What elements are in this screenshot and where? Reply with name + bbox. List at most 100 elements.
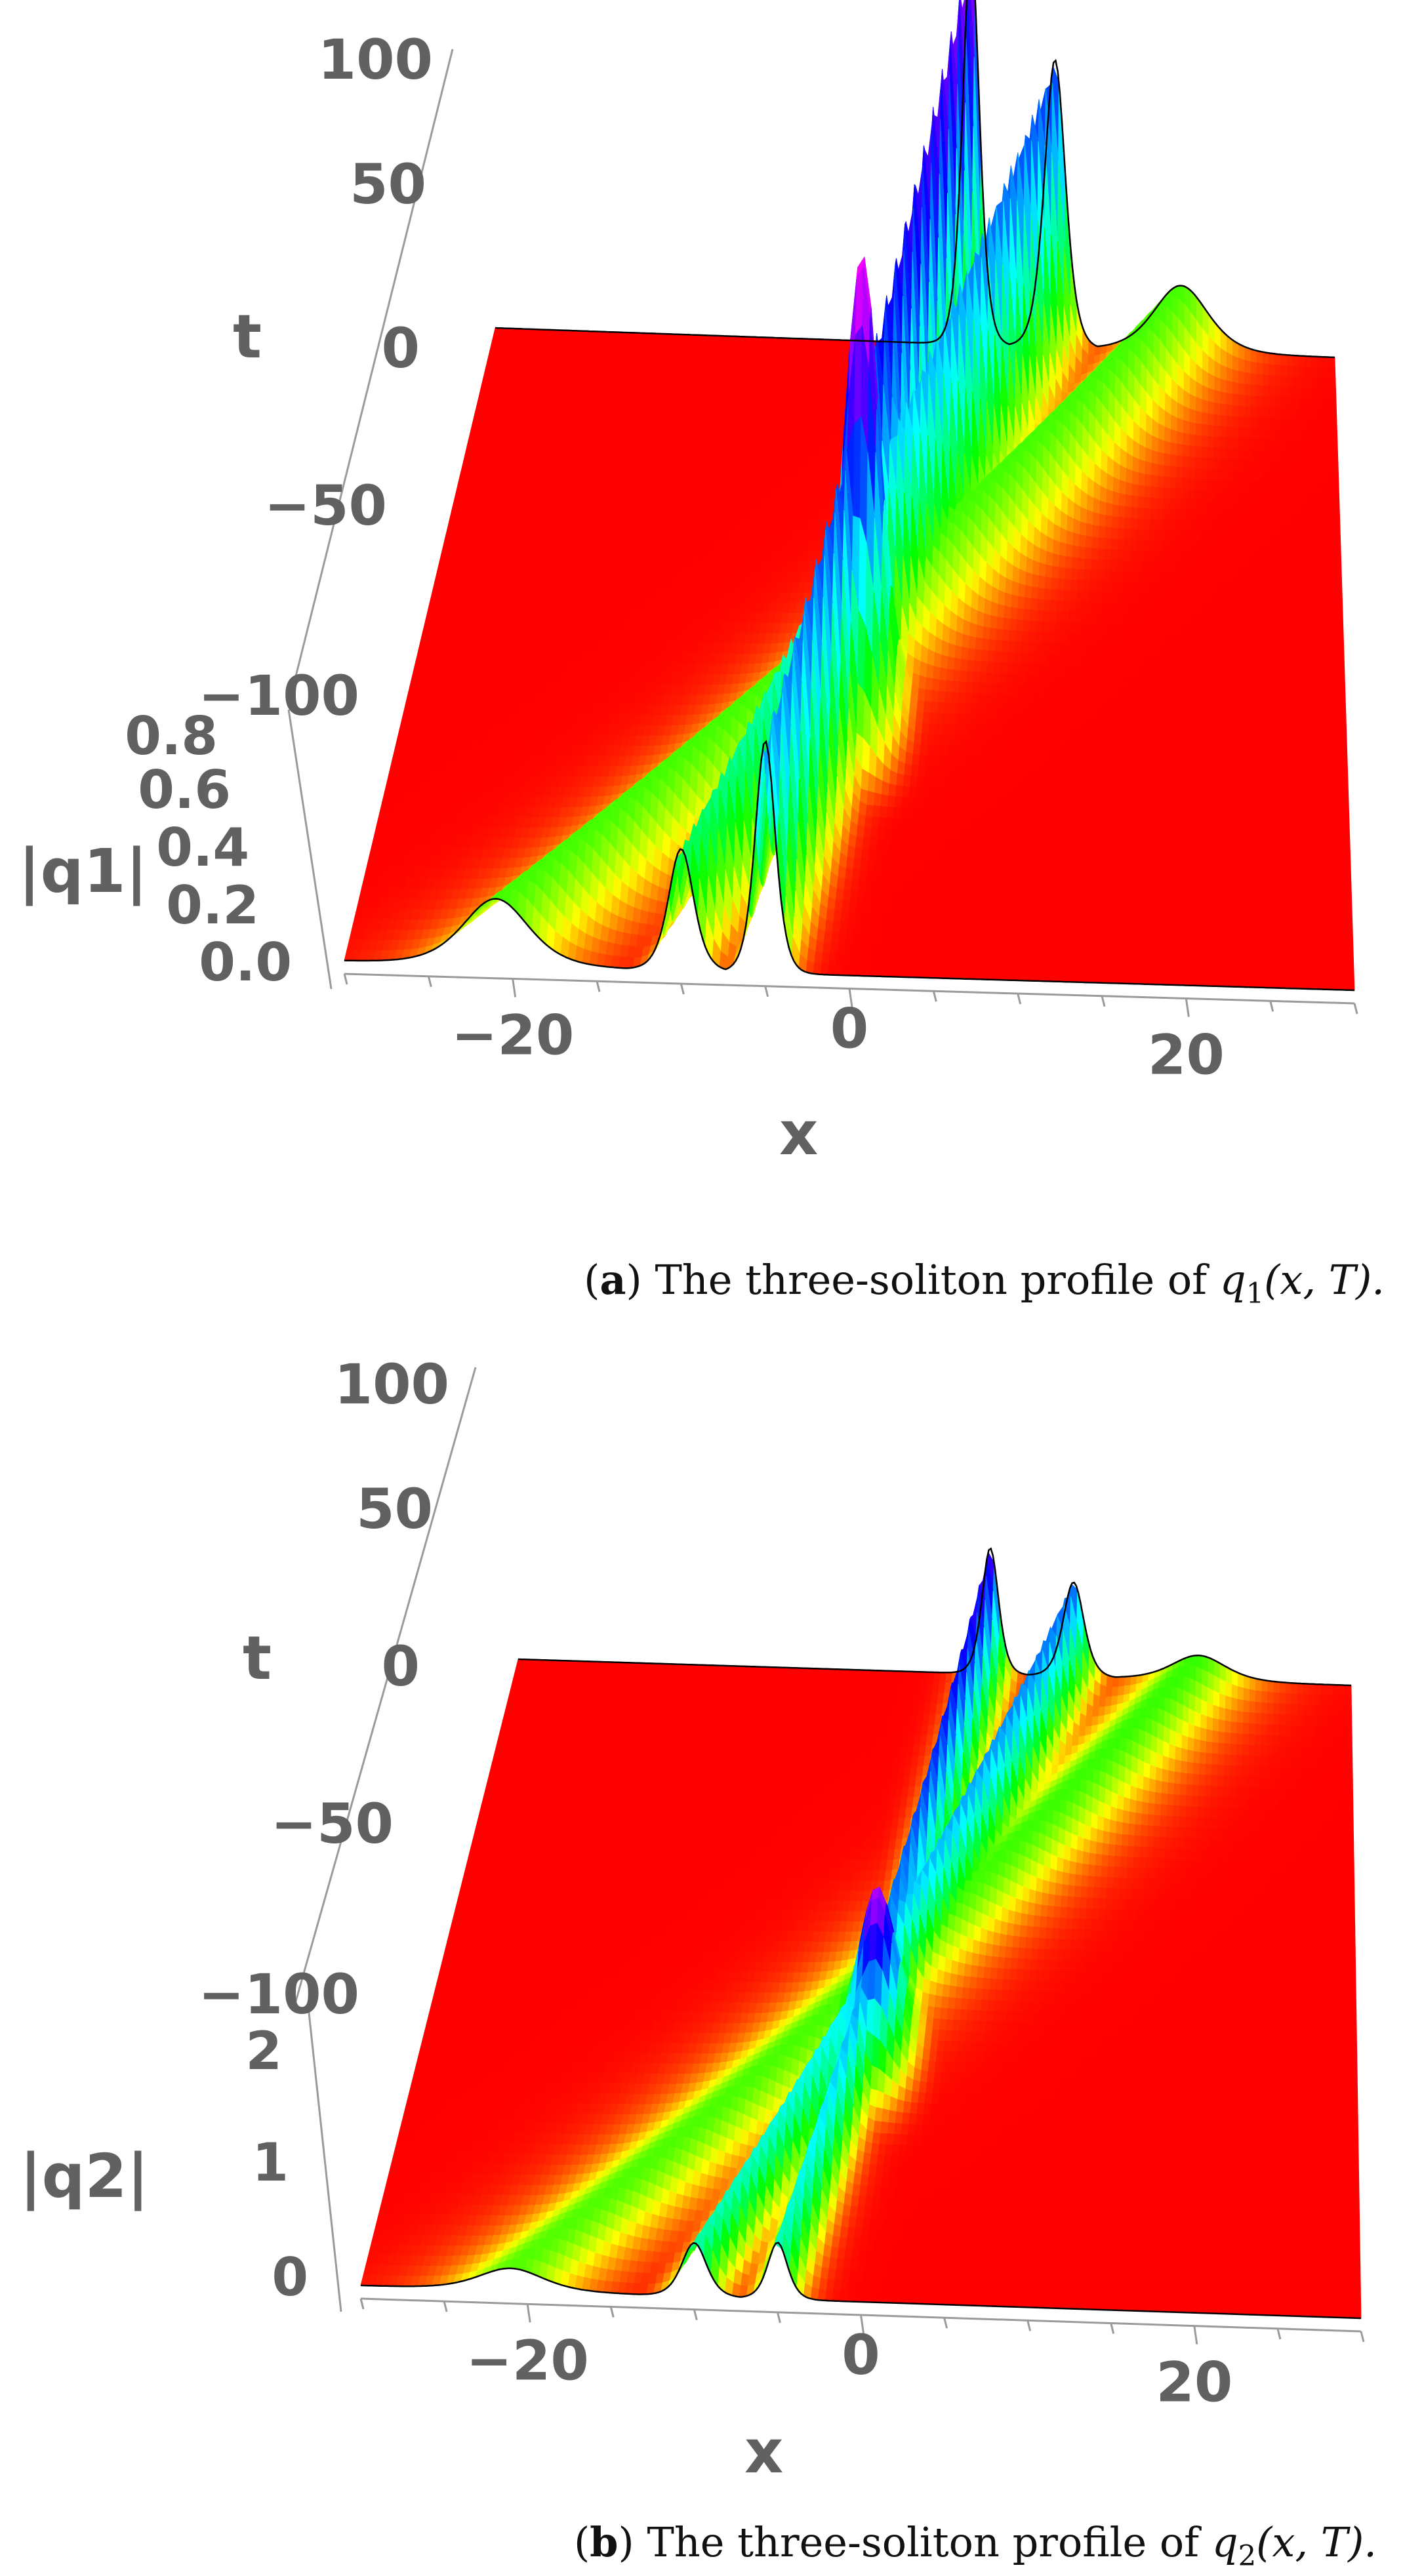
surface-cell [1284,650,1292,662]
surface-cell [1097,708,1106,719]
surface-cell [1208,436,1215,449]
surface-cell [1194,542,1202,553]
surface-cell [1149,519,1157,531]
surface-cell [1305,714,1313,726]
surface-cell [1320,525,1328,537]
surface-cell [1151,710,1159,721]
surface-cell [1080,643,1089,656]
surface-cell [1049,600,1058,612]
surface-cell [1141,603,1149,615]
surface-cell [1244,438,1252,450]
surface-cell [1274,375,1282,388]
surface-cell [1084,707,1093,719]
surface-cell [1095,602,1103,614]
surface-cell [1139,444,1147,462]
surface-cell [977,693,986,705]
surface-cell [1167,594,1175,606]
surface-cell [1105,502,1114,517]
surface-cell [1269,460,1277,472]
surface-cell [1275,428,1282,441]
surface-cell [1027,663,1035,675]
surface-cell [1283,545,1291,557]
surface-cell [1238,670,1246,682]
surface-cell [1326,472,1333,485]
surface-cell [1310,355,1318,368]
surface-cell [1154,614,1162,626]
surface-cell [1082,601,1090,613]
surface-cell [1053,539,1061,556]
surface-cell [1074,622,1083,634]
surface-cell [1251,533,1259,545]
surface-cell [1282,439,1289,451]
surface-cell [1311,641,1318,653]
surface-cell [1276,502,1284,514]
surface-cell [962,619,971,637]
surface-cell [1146,646,1154,658]
surface-cell [1285,703,1293,715]
surface-cell [1244,406,1251,418]
surface-cell [1118,528,1126,540]
surface-cell [1303,619,1311,632]
surface-cell [1251,491,1258,503]
surface-cell [1096,580,1104,593]
surface-cell [1284,618,1291,631]
surface-cell [1304,355,1312,368]
surface-cell [1139,645,1148,658]
surface-cell [1309,567,1316,578]
surface-cell [1180,573,1188,585]
surface-cell [1271,597,1278,609]
surface-cell [1324,441,1332,453]
surface-cell [1122,582,1130,594]
surface-cell [1100,644,1108,656]
surface-cell [1251,681,1259,693]
surface-cell [1251,649,1259,661]
surface-cell [1098,525,1107,539]
surface-cell [1079,665,1088,677]
surface-cell [1207,468,1215,480]
surface-cell [1093,654,1101,667]
surface-cell [1305,693,1313,705]
surface-cell [1297,630,1305,641]
surface-cell [1206,626,1213,639]
surface-cell [1084,696,1093,709]
surface-cell [977,611,985,628]
surface-cell [1171,689,1180,701]
surface-cell [1140,624,1149,637]
surface-cell [1004,704,1012,717]
surface-cell [956,714,965,726]
surface-cell [1207,458,1215,470]
surface-cell [1103,571,1111,582]
surface-cell [1166,614,1175,627]
surface-cell [1245,512,1252,524]
surface-cell [1141,593,1149,605]
surface-cell [1194,478,1202,491]
surface-cell [1193,584,1201,596]
surface-cell [1012,673,1021,685]
surface-cell [1093,498,1101,515]
surface-cell [1213,574,1220,586]
surface-cell [1078,686,1087,698]
surface-cell [1307,472,1314,484]
surface-cell [1110,560,1118,572]
surface-cell [1099,485,1108,504]
surface-cell [1092,512,1101,527]
surface-cell [1200,489,1208,501]
surface-cell [990,704,999,716]
surface-cell [1037,706,1046,717]
surface-cell [1079,521,1088,536]
surface-cell [1232,553,1240,565]
surface-cell [1023,609,1031,622]
surface-cell [1257,428,1264,440]
surface-cell [1199,605,1207,617]
surface-cell [1315,578,1323,590]
surface-cell [1032,560,1040,576]
surface-cell [1133,635,1141,647]
surface-cell [1131,495,1139,508]
surface-cell [1124,506,1132,519]
surface-cell [1293,429,1301,441]
surface-cell [1137,496,1145,509]
surface-cell [1281,418,1289,430]
surface-cell [1244,459,1252,471]
surface-cell [1238,357,1246,373]
surface-cell [1029,620,1037,633]
